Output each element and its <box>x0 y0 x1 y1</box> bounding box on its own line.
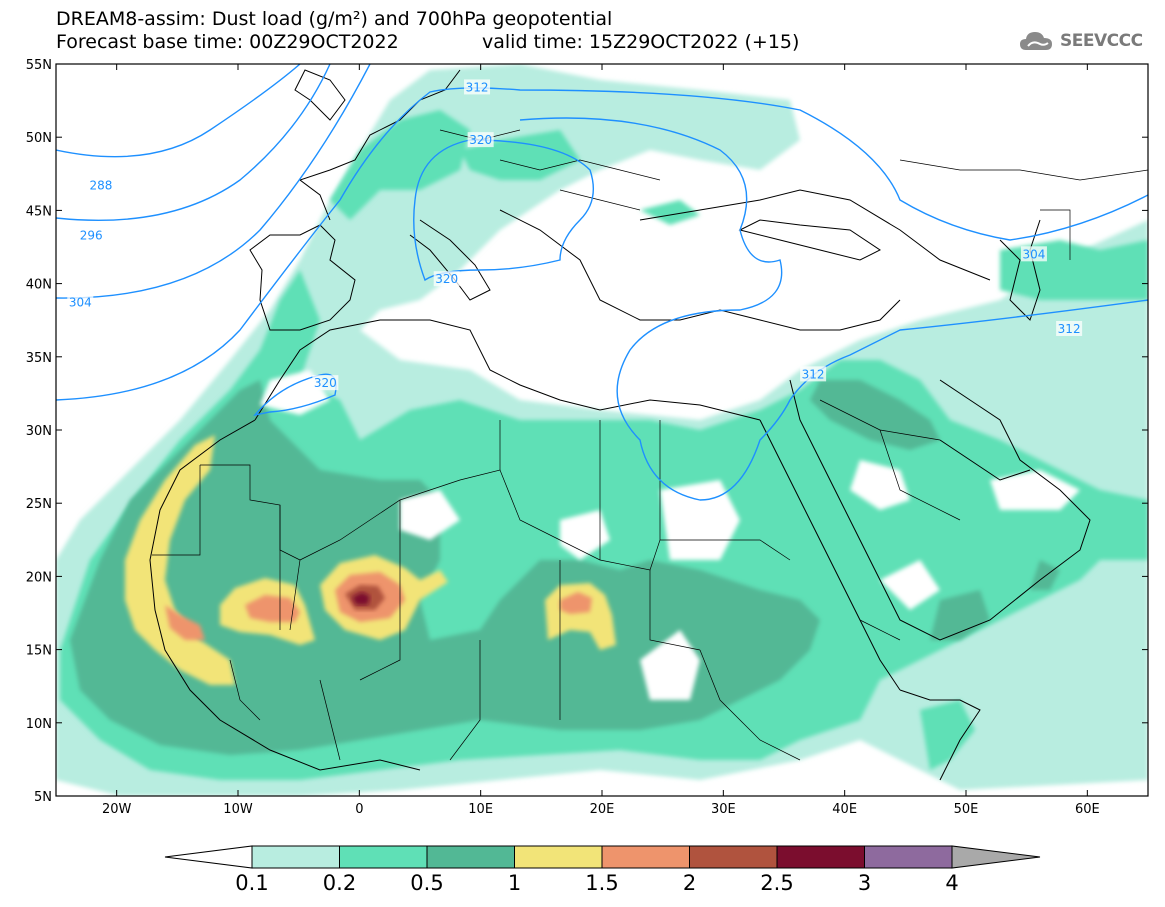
colorbar-level-label: 2 <box>683 871 696 895</box>
coastlines <box>149 69 1091 781</box>
contour-label: 288 <box>89 179 112 193</box>
lat-tick-label: 30N <box>26 424 52 439</box>
lon-tick-label: 10E <box>468 802 493 817</box>
valid-time: valid time: 15Z29OCT2022 (+15) <box>482 31 800 53</box>
colorbar-level-label: 1 <box>508 871 521 895</box>
lat-tick-label: 10N <box>26 717 52 732</box>
contour-label-bg <box>464 79 491 95</box>
colorbar-level-label: 1.5 <box>585 871 618 895</box>
lat-tick-label: 15N <box>26 644 52 659</box>
latitude-axis: 55N 50N 45N 40N 35N 30N 25N 20N 15N 10N 5N <box>26 58 1148 805</box>
contour-label: 304 <box>1022 247 1045 261</box>
colorbar-over-arrow <box>951 845 1041 869</box>
lon-tick-label: 40E <box>832 802 857 817</box>
colorbar-level-label: 2.5 <box>760 871 793 895</box>
contour-label-bg <box>312 375 339 391</box>
lon-tick-label: 20E <box>590 802 615 817</box>
lon-tick-label: 10W <box>223 802 253 817</box>
colorbar-bin <box>776 845 865 869</box>
contour-labels: 288 296 304 320 312 320 320 304 312 312 <box>67 79 1083 391</box>
lon-tick-label: 30E <box>711 802 736 817</box>
colorbar-level-label: 3 <box>858 871 871 895</box>
colorbar-bin <box>864 845 953 869</box>
chart-title: DREAM8-assim: Dust load (g/m²) and 700hP… <box>56 8 613 30</box>
contour-label: 312 <box>802 367 825 381</box>
contour-label: 312 <box>466 80 489 94</box>
lat-tick-label: 55N <box>26 58 52 73</box>
colorbar-under-arrow <box>164 845 253 869</box>
contour-label-bg <box>433 271 460 287</box>
colorbar-bin <box>689 845 778 869</box>
contour-label: 296 <box>80 228 103 242</box>
contour-label-bg <box>67 294 94 310</box>
contour-label: 320 <box>435 272 458 286</box>
lon-tick-label: 60E <box>1075 802 1100 817</box>
colorbar-bin <box>426 845 515 869</box>
lon-tick-label: 0 <box>355 802 363 817</box>
lat-tick-label: 25N <box>26 497 52 512</box>
colorbar-bin <box>339 845 428 869</box>
contour-label: 320 <box>314 376 337 390</box>
logo-text: SEEVCCC <box>1060 31 1143 51</box>
geopotential-contours <box>56 64 1148 501</box>
lon-tick-label: 50E <box>954 802 979 817</box>
lat-tick-label: 35N <box>26 351 52 366</box>
country-borders <box>152 129 1148 761</box>
colorbar-level-label: 0.2 <box>323 871 356 895</box>
dust-field: 288 296 304 320 312 320 320 304 312 312 <box>56 64 1148 796</box>
colorbar-bin <box>601 845 690 869</box>
forecast-base-time: Forecast base time: 00Z29OCT2022 <box>56 31 399 53</box>
cloud-logo-icon <box>1020 32 1052 50</box>
colorbar-level-label: 4 <box>945 871 958 895</box>
contour-label: 304 <box>69 296 92 310</box>
lat-tick-label: 50N <box>26 131 52 146</box>
colorbar-bin <box>251 845 340 869</box>
colorbar-level-label: 0.1 <box>235 871 268 895</box>
lat-tick-label: 20N <box>26 570 52 585</box>
lat-tick-label: 5N <box>34 790 52 805</box>
contour-label: 320 <box>469 133 492 147</box>
contour-label-bg <box>1020 246 1047 262</box>
contour-label-bg <box>1056 320 1083 336</box>
contour-label-bg <box>800 366 827 382</box>
lon-tick-label: 20W <box>102 802 132 817</box>
contour-label-bg <box>78 227 105 243</box>
lat-tick-label: 40N <box>26 278 52 293</box>
colorbar-level-label: 0.5 <box>410 871 443 895</box>
colorbar-bin <box>514 845 603 869</box>
lat-tick-label: 45N <box>26 204 52 219</box>
contour-label-bg <box>87 177 114 193</box>
contour-label-bg <box>467 132 494 148</box>
contour-label: 312 <box>1058 322 1081 336</box>
longitude-axis: 20W 10W 0 10E 20E 30E 40E 50E 60E <box>102 64 1100 817</box>
